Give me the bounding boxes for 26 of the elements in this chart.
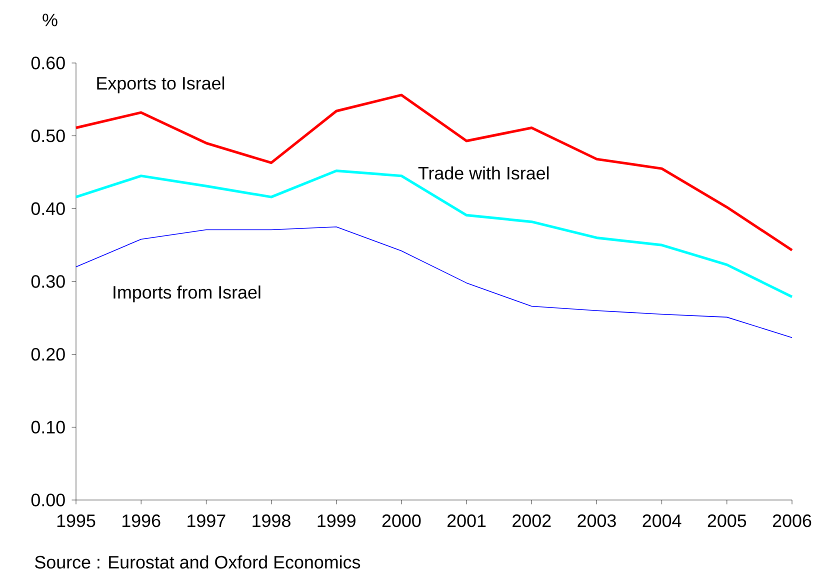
x-tick-label: 2000: [382, 514, 421, 528]
x-tick-label: 2005: [708, 514, 746, 528]
y-tick-label: 0.30: [31, 275, 65, 288]
x-tick-label: 2001: [448, 514, 486, 528]
x-tick-label: 2003: [578, 514, 616, 528]
x-tick-label: 1999: [318, 514, 356, 528]
y-tick-label: 0.50: [31, 129, 65, 142]
x-tick-label: 1997: [188, 514, 226, 528]
line-series: [76, 226, 792, 338]
line-series: [74, 94, 794, 252]
y-tick-label: 0.00: [31, 494, 65, 506]
x-tick-label: 1995: [57, 514, 96, 528]
y-tick-label: 0.20: [31, 348, 65, 361]
source-note: Source : Eurostat and Oxford Economics: [35, 555, 360, 569]
y-axis-title: %: [42, 14, 58, 26]
x-tick-label: 2002: [512, 514, 551, 528]
x-tick-label: 2004: [642, 514, 682, 528]
x-tick-label: 1998: [252, 514, 290, 528]
series-label: Trade with Israel: [418, 166, 549, 180]
x-tick-label: 1996: [122, 514, 160, 528]
x-tick-label: 2006: [772, 514, 812, 528]
y-tick-label: 0.60: [31, 56, 65, 70]
series-label: Exports to Israel: [97, 76, 224, 94]
y-tick-label: 0.40: [31, 202, 65, 216]
y-tick-label: 0.10: [31, 420, 65, 434]
series-label: Imports from Israel: [114, 286, 260, 302]
